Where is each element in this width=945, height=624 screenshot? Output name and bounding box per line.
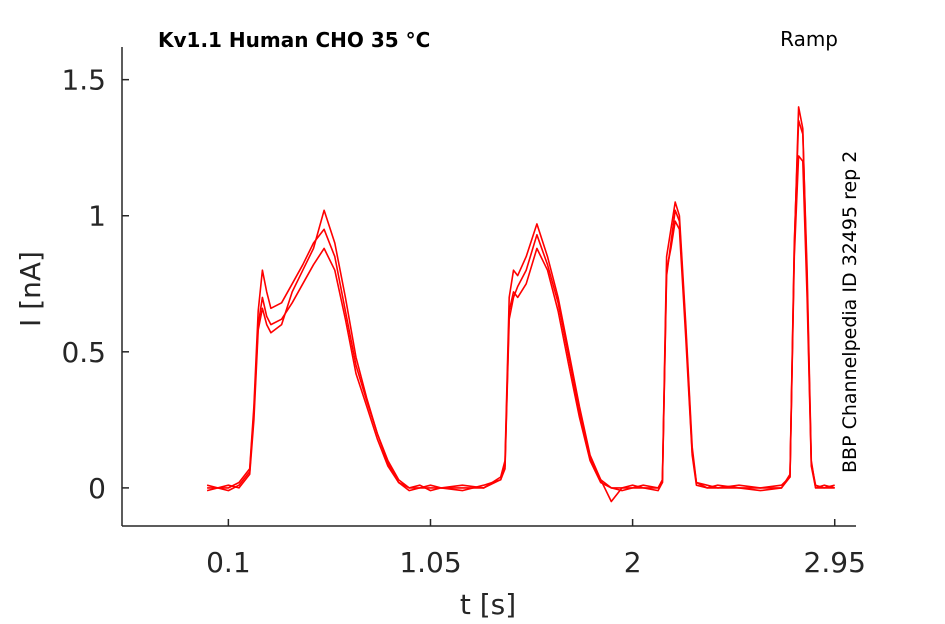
protocol-label: Ramp: [780, 27, 838, 51]
y-axis-label: I [nA]: [14, 251, 47, 327]
y-tick-label: 1: [88, 200, 106, 233]
series-line-2: [206, 155, 835, 492]
y-axis-ticks: 0 0.5 1 1.5: [61, 64, 129, 505]
x-axis-label: t [s]: [460, 588, 516, 621]
x-tick-label: 1.05: [399, 546, 461, 579]
x-tick-label: 2: [624, 546, 642, 579]
y-tick-label: 1.5: [61, 64, 106, 97]
series-line-3: [206, 106, 835, 503]
plot-area: [206, 106, 835, 503]
source-label: BBP Channelpedia ID 32495 rep 2: [839, 151, 861, 473]
chart-title: Kv1.1 Human CHO 35 °C: [158, 28, 430, 52]
x-tick-label: 0.1: [206, 546, 251, 579]
series-line-1: [207, 119, 835, 489]
y-tick-label: 0: [88, 472, 106, 505]
x-axis-ticks: 0.1 1.05 2 2.95: [206, 519, 866, 579]
y-tick-label: 0.5: [61, 336, 106, 369]
x-tick-label: 2.95: [804, 546, 866, 579]
